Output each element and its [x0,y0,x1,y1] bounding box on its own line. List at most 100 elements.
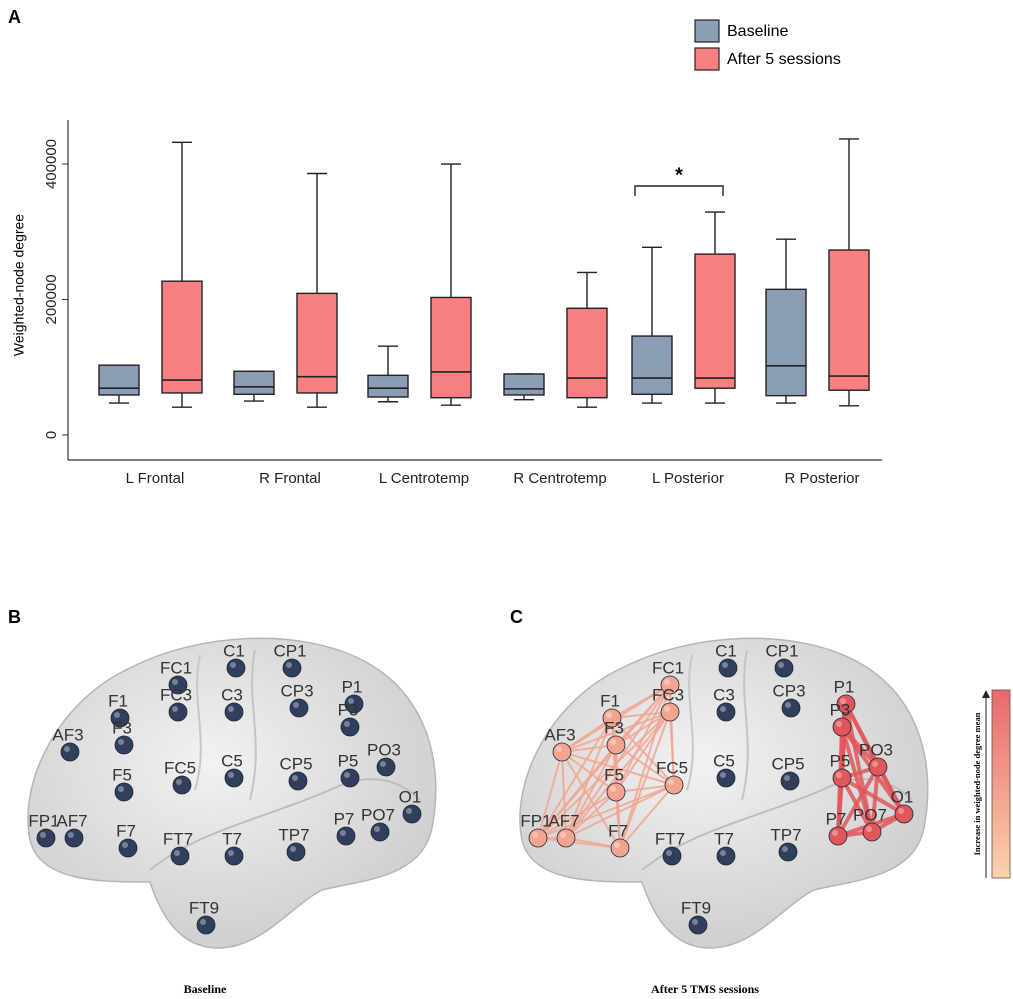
electrode-label: F7 [116,821,136,840]
electrode-label: P1 [342,677,363,696]
electrode-highlight [606,712,612,718]
sulcus [686,654,694,791]
electrode-label: P3 [830,700,851,719]
y-tick-label: 200000 [43,274,60,324]
electrode [836,694,856,714]
box [233,370,275,396]
electrode-highlight [532,832,538,838]
box [694,253,736,389]
electrode-highlight [230,662,236,668]
x-tick-label: R Frontal [259,470,321,487]
legend-label: Baseline [727,23,788,40]
colorbar-arrow-head [982,690,990,698]
electrode [662,846,682,866]
electrode [224,702,244,722]
electrode [868,757,888,777]
electrode-highlight [664,706,670,712]
electrode-highlight [200,919,206,925]
box [566,307,608,399]
box [631,335,673,396]
brain [27,637,437,949]
electrode [832,717,852,737]
electrode-highlight [832,830,838,836]
electrode-label: C5 [713,751,735,770]
electrode-label: FC5 [656,758,688,777]
electrode-highlight [866,826,872,832]
electrode [288,771,308,791]
x-tick-label: L Centrotemp [379,470,469,487]
electrode-highlight [122,842,128,848]
electrode-highlight [68,832,74,838]
box [503,373,545,396]
electrode-highlight [720,850,726,856]
electrode-label: CP1 [765,641,798,660]
electrode-highlight [64,746,70,752]
electrode-highlight [176,779,182,785]
electrode-highlight [344,721,350,727]
electrode-label: C1 [715,641,737,660]
electrode-highlight [785,702,791,708]
x-tick-label: R Posterior [784,470,859,487]
electrode-highlight [610,739,616,745]
caption: After 5 TMS sessions [651,982,759,996]
connection [561,717,613,753]
caption: Baseline [184,982,227,996]
connection [561,711,671,753]
electrode-label: PO3 [367,740,401,759]
connection [669,711,675,786]
connection [561,751,617,793]
electrode [168,675,188,695]
connection [537,751,563,839]
electrode-highlight [722,662,728,668]
electrode-highlight [720,772,726,778]
annotation: * [675,164,683,186]
electrode-highlight [380,761,386,767]
electrode-label: CP3 [280,681,313,700]
panel-label: C [510,607,523,627]
colorbar-label: Increase in weighted-node degree mean [972,712,982,855]
electrode-highlight [344,772,350,778]
electrode-label: PO7 [361,805,395,824]
electrode-label: FC1 [160,658,192,677]
electrode [118,838,138,858]
electrode [114,782,134,802]
electrode [370,822,390,842]
electrode-label: CP5 [279,754,312,773]
electrode-label: P5 [830,751,851,770]
electrode-label: PO3 [859,740,893,759]
box [98,364,140,396]
electrode-highlight [784,775,790,781]
connection [537,784,675,839]
brain-panels: FC1 C1 CP1 F1 FC3 C3 CP3 P1 F3 P3 AF3 F5 FC5 C5 CP5 P5 P… [27,637,929,949]
connection [561,751,675,786]
electrode [718,658,738,678]
electrode-label: F1 [600,691,620,710]
electrode-highlight [666,850,672,856]
electrode-highlight [286,662,292,668]
connection [615,711,671,746]
electrode [660,675,680,695]
colorbar [991,689,1011,879]
connection [537,744,617,839]
electrode [862,822,882,842]
electrode-label: AF7 [548,811,579,830]
electrode-highlight [118,786,124,792]
sulcus [149,778,421,871]
electrode-highlight [840,698,846,704]
legend-swatch [694,47,720,71]
electrode-label: F7 [608,821,628,840]
electrode-highlight [118,739,124,745]
connection [840,776,906,816]
electrode [286,842,306,862]
electrode-highlight [292,775,298,781]
sulcus [249,649,257,801]
electrode-highlight [172,679,178,685]
electrode-highlight [664,679,670,685]
box [430,296,472,399]
electrode [376,757,396,777]
electrode [780,771,800,791]
electrode-label: T7 [714,829,734,848]
electrode-label: CP3 [772,681,805,700]
electrode [196,915,216,935]
